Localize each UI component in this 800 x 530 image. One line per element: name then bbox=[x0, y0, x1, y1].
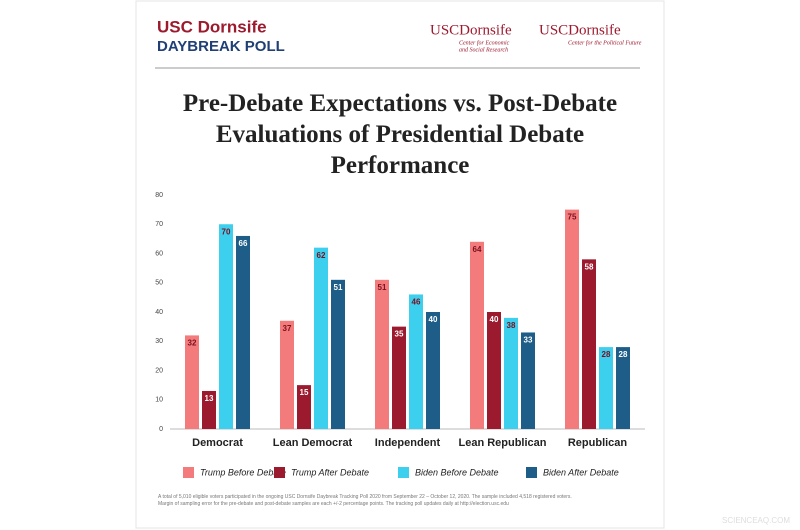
bar bbox=[236, 235, 250, 429]
value-label: 15 bbox=[300, 388, 309, 397]
value-label: 51 bbox=[334, 283, 343, 292]
value-label: 38 bbox=[507, 321, 516, 330]
value-label: 51 bbox=[378, 283, 387, 292]
logo-sub: Center for the Political Future bbox=[568, 39, 642, 46]
logo-sub: Center for Economic bbox=[459, 39, 510, 46]
bar bbox=[202, 390, 216, 429]
y-tick-label: 60 bbox=[155, 250, 163, 257]
bar bbox=[487, 312, 501, 429]
value-label: 13 bbox=[205, 394, 214, 403]
bar bbox=[599, 347, 613, 429]
x-tick-label: Democrat bbox=[192, 437, 243, 449]
bar bbox=[409, 294, 423, 429]
x-tick-label: Lean Republican bbox=[458, 437, 546, 449]
footnote: A total of 5,010 eligible voters partici… bbox=[158, 494, 648, 508]
value-label: 46 bbox=[412, 298, 421, 307]
legend-label: Biden Before Debate bbox=[415, 467, 499, 477]
value-label: 35 bbox=[395, 330, 404, 339]
brand: DAYBREAK POLL bbox=[157, 38, 285, 55]
y-tick-label: 10 bbox=[155, 397, 163, 404]
y-tick-label: 0 bbox=[159, 426, 163, 433]
value-label: 37 bbox=[283, 324, 292, 333]
legend-swatch bbox=[526, 467, 537, 478]
y-tick-label: 20 bbox=[155, 367, 163, 374]
bar bbox=[280, 320, 294, 429]
value-label: 62 bbox=[317, 251, 326, 260]
legend-swatch bbox=[274, 467, 285, 478]
bar bbox=[504, 317, 518, 429]
value-label: 40 bbox=[429, 315, 438, 324]
y-tick-label: 40 bbox=[155, 309, 163, 316]
y-tick-label: 80 bbox=[155, 192, 163, 199]
value-label: 64 bbox=[473, 245, 482, 254]
bar bbox=[392, 326, 406, 429]
value-label: 32 bbox=[188, 339, 197, 348]
value-label: 75 bbox=[568, 213, 577, 222]
logo-sub: and Social Research bbox=[459, 47, 508, 53]
logo: USCDornsife bbox=[430, 22, 512, 38]
legend-swatch bbox=[183, 467, 194, 478]
legend-swatch bbox=[398, 467, 409, 478]
chart-title: Pre-Debate Expectations vs. Post-Debate … bbox=[182, 90, 618, 179]
value-label: 66 bbox=[239, 239, 248, 248]
legend-label: Trump After Debate bbox=[291, 467, 369, 477]
bar bbox=[297, 385, 311, 429]
value-label: 28 bbox=[602, 350, 611, 359]
y-tick-label: 70 bbox=[155, 221, 163, 228]
logo: USCDornsife bbox=[539, 22, 621, 38]
x-tick-label: Republican bbox=[568, 437, 628, 449]
value-label: 40 bbox=[490, 315, 499, 324]
footnote-line: Margin of sampling error for the pre-deb… bbox=[158, 501, 509, 507]
bar bbox=[375, 279, 389, 429]
value-label: 33 bbox=[524, 336, 533, 345]
watermark: SCIENCEAQ.COM bbox=[722, 516, 790, 525]
bar bbox=[219, 224, 233, 429]
y-tick-label: 30 bbox=[155, 338, 163, 345]
value-label: 28 bbox=[619, 350, 628, 359]
bar bbox=[521, 332, 535, 429]
y-tick-label: 50 bbox=[155, 280, 163, 287]
bar bbox=[616, 347, 630, 429]
x-tick-label: Lean Democrat bbox=[273, 437, 353, 449]
bar bbox=[185, 335, 199, 429]
value-label: 70 bbox=[222, 227, 231, 236]
footnote-line: A total of 5,010 eligible voters partici… bbox=[158, 494, 572, 500]
bar bbox=[565, 209, 579, 429]
value-label: 58 bbox=[585, 262, 594, 271]
bar bbox=[582, 259, 596, 429]
x-tick-label: Independent bbox=[375, 437, 441, 449]
bar bbox=[470, 241, 484, 429]
bar bbox=[331, 279, 345, 429]
legend-label: Biden After Debate bbox=[543, 467, 619, 477]
bar bbox=[314, 247, 328, 429]
bar bbox=[426, 312, 440, 429]
brand: USC Dornsife bbox=[157, 17, 267, 36]
legend-label: Trump Before Debate bbox=[200, 467, 286, 477]
